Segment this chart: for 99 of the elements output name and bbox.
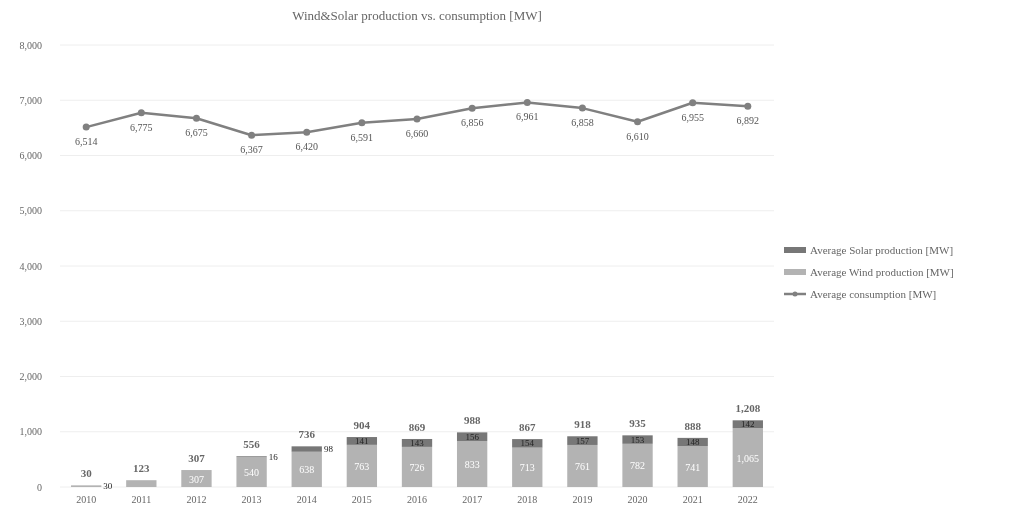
data-label: 153 — [630, 434, 645, 445]
point — [192, 114, 200, 122]
data-label: 6,367 — [240, 144, 263, 156]
point — [303, 128, 311, 136]
total-label: 904 — [353, 419, 371, 432]
x-tick-label: 2016 — [407, 494, 427, 506]
x-tick-label: 2021 — [682, 494, 703, 506]
legend-label: Average consumption [MW] — [810, 288, 937, 300]
y-tick-label: 5,000 — [19, 205, 42, 217]
total-label: 556 — [243, 438, 261, 451]
data-label: 141 — [355, 435, 369, 446]
data-label: 540 — [244, 467, 260, 479]
data-label: 6,591 — [350, 131, 374, 143]
point — [578, 104, 586, 112]
y-tick-label: 2,000 — [19, 371, 42, 383]
x-tick-label: 2012 — [186, 494, 207, 506]
chart-title: Wind&Solar production vs. consumption [MW] — [292, 8, 542, 23]
data-label: 157 — [575, 435, 590, 446]
data-label: 6,856 — [460, 117, 484, 129]
point — [82, 123, 90, 131]
data-label: 741 — [685, 461, 701, 473]
bar — [236, 457, 267, 487]
data-label: 638 — [299, 464, 315, 476]
data-label: 6,660 — [405, 128, 429, 140]
total-label: 918 — [574, 418, 592, 431]
bar — [732, 428, 763, 487]
data-label: 1,065 — [736, 452, 760, 464]
data-label: 16 — [268, 451, 279, 462]
data-label: 6,961 — [516, 111, 539, 123]
bar — [291, 446, 322, 452]
total-label: 123 — [133, 462, 151, 475]
x-tick-label: 2018 — [517, 494, 538, 506]
data-label: 6,675 — [185, 127, 208, 139]
bar — [622, 443, 653, 487]
legend-label: Average Solar production [MW] — [810, 244, 954, 256]
point — [689, 99, 697, 107]
y-tick-label: 1,000 — [19, 426, 42, 438]
bar — [456, 440, 488, 487]
point — [413, 115, 421, 123]
point — [248, 131, 256, 139]
y-tick-label: 8,000 — [19, 39, 42, 51]
bar — [291, 451, 322, 487]
x-tick-label: 2019 — [572, 494, 593, 506]
total-label: 935 — [629, 417, 647, 430]
bar — [401, 446, 433, 487]
data-label: 6,514 — [74, 136, 98, 148]
point — [634, 118, 642, 126]
y-tick-label: 3,000 — [19, 315, 42, 327]
data-label: 713 — [519, 462, 535, 474]
x-tick-label: 2015 — [351, 494, 372, 506]
data-label: 307 — [188, 473, 204, 485]
data-label: 156 — [465, 431, 480, 442]
bar — [677, 446, 708, 487]
data-label: 98 — [323, 444, 334, 455]
x-tick-label: 2010 — [76, 494, 97, 506]
data-label: 154 — [520, 438, 535, 449]
x-tick-label: 2014 — [296, 494, 317, 506]
data-label: 782 — [630, 460, 646, 472]
data-label: 761 — [574, 460, 590, 472]
point — [137, 109, 145, 117]
data-label: 148 — [685, 436, 700, 447]
y-tick-label: 0 — [37, 481, 42, 493]
data-label: 142 — [741, 419, 755, 430]
bar — [567, 444, 598, 487]
data-label: 6,420 — [295, 141, 318, 153]
y-tick-label: 4,000 — [19, 260, 42, 272]
bar — [126, 480, 157, 487]
total-label: 867 — [519, 421, 537, 434]
total-label: 1,208 — [735, 402, 761, 415]
total-label: 888 — [684, 419, 702, 432]
data-label: 833 — [464, 458, 480, 470]
data-label: 143 — [410, 437, 425, 448]
data-label: 763 — [354, 460, 370, 472]
data-label: 30 — [80, 467, 93, 480]
legend-label: Average Wind production [MW] — [810, 266, 954, 278]
data-label: 6,775 — [130, 121, 153, 133]
x-tick-label: 2022 — [737, 494, 758, 506]
total-label: 30 — [103, 481, 113, 492]
total-label: 988 — [463, 414, 481, 427]
total-label: 307 — [188, 452, 206, 465]
point — [358, 119, 366, 127]
data-label: 6,858 — [571, 117, 594, 129]
point — [523, 98, 531, 106]
data-label: 6,892 — [736, 115, 760, 127]
y-tick-label: 7,000 — [19, 94, 42, 106]
total-label: 869 — [408, 420, 426, 433]
x-tick-label: 2020 — [627, 494, 648, 506]
data-label: 6,955 — [681, 111, 704, 123]
data-label: 6,610 — [626, 130, 649, 142]
bar — [512, 447, 543, 487]
x-tick-label: 2013 — [241, 494, 262, 506]
y-tick-label: 6,000 — [19, 150, 42, 162]
point — [468, 104, 476, 112]
point — [744, 102, 752, 110]
bar — [346, 444, 378, 487]
total-label: 736 — [298, 428, 316, 441]
x-tick-label: 2011 — [131, 494, 152, 506]
x-tick-label: 2017 — [462, 494, 483, 506]
data-label: 726 — [409, 461, 425, 473]
